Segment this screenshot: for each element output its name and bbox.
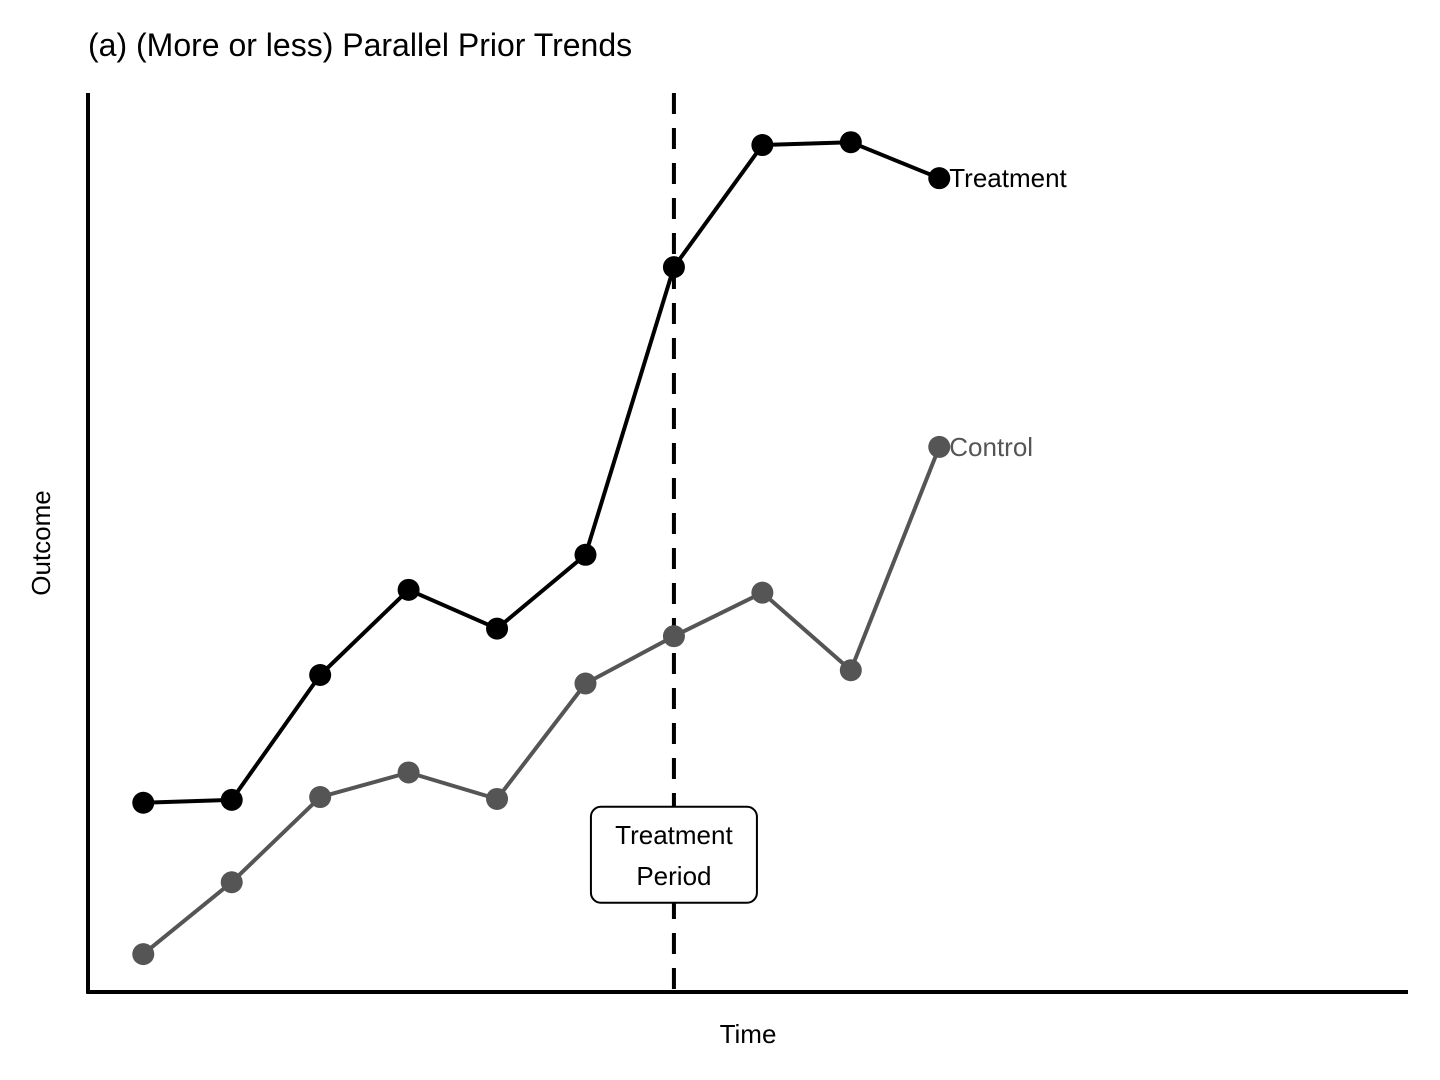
control-point bbox=[751, 581, 774, 604]
plot-area: Treatment Control Treatment Period bbox=[86, 93, 1408, 994]
control-point bbox=[486, 787, 509, 810]
control-point bbox=[220, 871, 243, 894]
treatment-point bbox=[220, 788, 243, 811]
control-point bbox=[309, 786, 332, 809]
control-point bbox=[574, 672, 597, 695]
treatment-point bbox=[309, 663, 332, 686]
control-series-label: Control bbox=[949, 432, 1033, 462]
annotation-text-line: Treatment bbox=[615, 820, 733, 850]
treatment-point bbox=[662, 256, 685, 279]
control-point bbox=[839, 659, 862, 682]
treatment-point bbox=[574, 543, 597, 566]
y-axis-title: Outcome bbox=[26, 490, 56, 596]
treatment-point bbox=[397, 578, 420, 601]
treatment-point bbox=[928, 167, 951, 190]
annotation-text-line: Period bbox=[636, 861, 711, 891]
treatment-point bbox=[486, 617, 509, 640]
control-point bbox=[928, 435, 951, 458]
treatment-series-label: Treatment bbox=[949, 163, 1067, 193]
control-series-line bbox=[141, 444, 942, 957]
treatment-point bbox=[132, 791, 155, 814]
annotation-box bbox=[589, 805, 758, 904]
control-point bbox=[132, 943, 155, 966]
control-point bbox=[662, 625, 685, 648]
chart-title: (a) (More or less) Parallel Prior Trends bbox=[88, 27, 632, 63]
treatment-point bbox=[839, 131, 862, 154]
treatment-point bbox=[751, 134, 774, 157]
treatment-series-line bbox=[141, 140, 942, 805]
x-axis-title: Time bbox=[720, 1019, 777, 1049]
control-point bbox=[397, 761, 420, 784]
